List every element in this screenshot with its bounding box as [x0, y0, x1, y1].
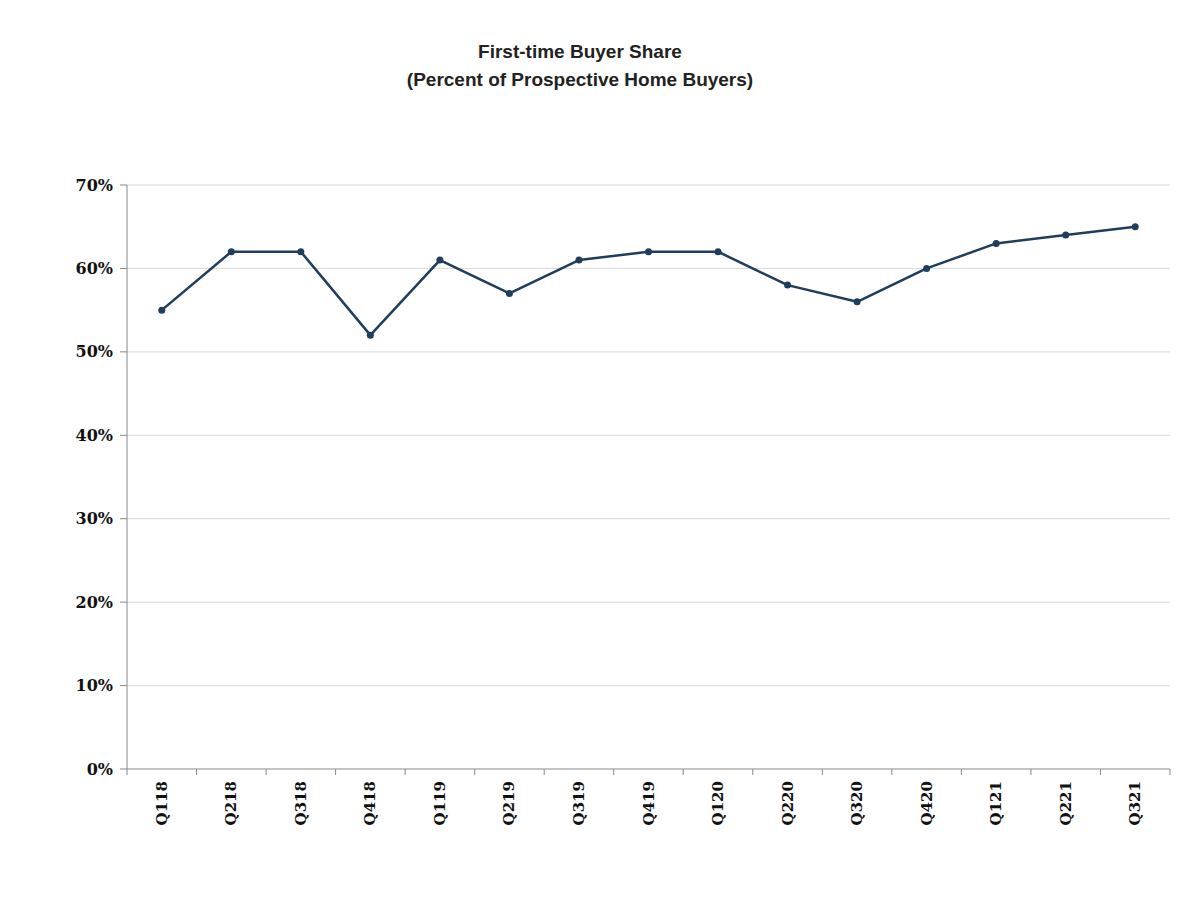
x-tick-label: Q118 [153, 781, 171, 825]
x-tick-label: Q319 [570, 781, 588, 825]
point [575, 257, 582, 264]
x-tick [1100, 769, 1101, 775]
x-tick [1030, 769, 1031, 775]
point [228, 248, 235, 255]
x-tick [1170, 769, 1171, 775]
x-tick [613, 769, 614, 775]
x-tick-label: Q219 [500, 781, 518, 825]
grid-line [127, 351, 1170, 352]
grid-line [127, 268, 1170, 269]
grid-line [127, 185, 1170, 186]
y-tick-label: 40% [76, 426, 113, 445]
x-tick [961, 769, 962, 775]
subtitle: (Percent of Prospective Home Buyers) [407, 69, 753, 90]
grid-line [127, 518, 1170, 519]
point [297, 248, 304, 255]
point [923, 265, 930, 272]
x-tick [544, 769, 545, 775]
y-tick [120, 602, 127, 603]
point [715, 248, 722, 255]
y-tick-label: 50% [76, 342, 113, 361]
point [784, 282, 791, 289]
point [993, 240, 1000, 247]
y-tick-label: 20% [76, 593, 113, 612]
x-tick-label: Q120 [709, 781, 727, 825]
grid [120, 185, 1170, 769]
x-tick-label: Q419 [640, 781, 658, 825]
grid-line [127, 602, 1170, 603]
y-tick [120, 769, 127, 770]
plot-area [158, 223, 1138, 338]
y-tick [120, 685, 127, 686]
y-tick [120, 518, 127, 519]
chart-container: First-time Buyer Share (Percent of Prospe… [0, 0, 1200, 900]
chart-svg: First-time Buyer Share (Percent of Prospe… [0, 0, 1200, 900]
y-tick [120, 435, 127, 436]
point [158, 307, 165, 314]
point [645, 248, 652, 255]
point [1062, 232, 1069, 239]
x-tick [683, 769, 684, 775]
point [436, 257, 443, 264]
x-tick [752, 769, 753, 775]
point [854, 298, 861, 305]
x-tick [127, 769, 128, 775]
x-tick [266, 769, 267, 775]
series-line [162, 227, 1135, 335]
x-tick-label: Q121 [987, 781, 1005, 825]
x-tick-label: Q119 [431, 781, 449, 825]
y-tick-label: 60% [76, 259, 113, 278]
x-tick [474, 769, 475, 775]
x-tick-label: Q221 [1057, 781, 1075, 825]
y-tick-label: 0% [87, 760, 113, 779]
x-tick [335, 769, 336, 775]
point [506, 290, 513, 297]
x-tick-label: Q318 [292, 781, 310, 825]
y-tick [120, 268, 127, 269]
x-tick [891, 769, 892, 775]
x-tick-label: Q418 [361, 781, 379, 825]
y-tick [120, 185, 127, 186]
y-axis [127, 185, 128, 769]
x-tick-label: Q218 [222, 781, 240, 825]
x-tick-label: Q320 [848, 781, 866, 825]
x-axis [127, 769, 1170, 770]
x-tick-label: Q220 [779, 781, 797, 825]
y-tick [120, 351, 127, 352]
grid-line [127, 435, 1170, 436]
x-tick [405, 769, 406, 775]
y-tick-label: 70% [76, 176, 113, 195]
point [367, 332, 374, 339]
point [1132, 223, 1139, 230]
y-tick-label: 30% [76, 509, 113, 528]
x-tick-label: Q420 [918, 781, 936, 825]
title: First-time Buyer Share [478, 41, 682, 62]
x-tick [822, 769, 823, 775]
y-tick-label: 10% [76, 676, 113, 695]
x-tick [196, 769, 197, 775]
grid-line [127, 685, 1170, 686]
x-tick-label: Q321 [1126, 781, 1144, 825]
